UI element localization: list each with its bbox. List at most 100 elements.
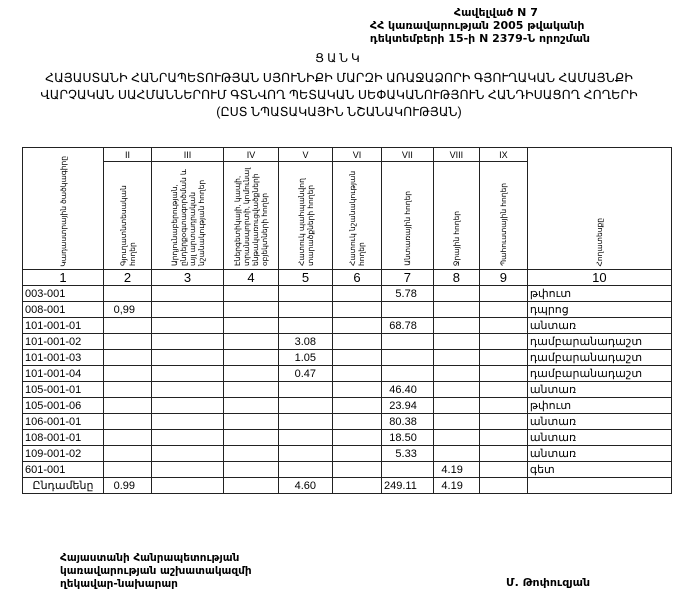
table-row: 101-001-02 3.08 դամբարանադաշտ	[22, 333, 672, 350]
table-cell	[103, 445, 152, 462]
table-row: 003-001 5.78 թփուտ	[22, 285, 672, 302]
table-cell	[478, 365, 528, 382]
total-cell: Ընդամենը	[22, 477, 104, 494]
table-cell	[151, 349, 224, 366]
table-cell	[103, 381, 152, 398]
table-cell	[278, 301, 333, 318]
table-cell	[478, 317, 528, 334]
column-number: 4	[223, 269, 279, 286]
table-cell	[381, 461, 434, 478]
table-cell: 5.78	[381, 285, 434, 302]
column-number: 6	[332, 269, 382, 286]
header-row: Գյուղատնտեսական հողեր Արդյունաբերության, …	[23, 161, 672, 270]
table-cell	[478, 413, 528, 430]
roman-cell: IX	[478, 147, 528, 162]
header-cell: Ջրային հողեր	[432, 161, 480, 270]
table-cell	[432, 381, 480, 398]
table-cell	[478, 381, 528, 398]
table-cell	[151, 301, 224, 318]
column-number: 9	[478, 269, 528, 286]
roman-cell: VII	[381, 147, 434, 162]
table-cell: 105-001-01	[22, 381, 104, 398]
header-cell: Անտառային հողեր	[381, 161, 434, 270]
table-cell	[432, 333, 480, 350]
table-cell	[332, 333, 382, 350]
table-cell	[278, 461, 333, 478]
table-row: 105-001-06 23.94 թփուտ	[22, 397, 672, 414]
table-cell	[381, 349, 434, 366]
table-cell	[151, 429, 224, 446]
table-cell	[432, 445, 480, 462]
table-cell	[223, 461, 279, 478]
table-cell	[151, 397, 224, 414]
table-row: 109-001-02 5.33 անտառ	[22, 445, 672, 462]
table-cell: 101-001-04	[22, 365, 104, 382]
table-cell	[103, 461, 152, 478]
roman-cell: V	[278, 147, 333, 162]
table-cell: անտառ	[526, 381, 672, 398]
table-row: 101-001-01 68.78 անտառ	[22, 317, 672, 334]
header-cell: Գյուղատնտեսական հողեր	[103, 161, 152, 270]
table-row: 108-001-01 18.50 անտառ	[22, 429, 672, 446]
column-number: 1	[22, 269, 104, 286]
table-cell: անտառ	[526, 429, 672, 446]
signatory-name: Մ. Թոփուզյան	[506, 576, 591, 589]
table-cell	[478, 333, 528, 350]
table-cell: 101-001-01	[22, 317, 104, 334]
table-cell	[332, 317, 382, 334]
roman-cell: VIII	[432, 147, 480, 162]
column-number: 3	[151, 269, 224, 286]
table-cell	[332, 285, 382, 302]
table-cell	[223, 317, 279, 334]
header-cell: Հատուկ նշանակության հողեր	[332, 161, 382, 270]
header-label: Գյուղատնտեսական հողեր	[118, 185, 137, 266]
table-row: 101-001-03 1.05 դամբարանադաշտ	[22, 349, 672, 366]
table-cell	[381, 333, 434, 350]
table-cell	[223, 397, 279, 414]
total-cell	[223, 477, 279, 494]
column-number: 10	[526, 269, 672, 286]
table-cell	[151, 381, 224, 398]
total-cell: 4.19	[432, 477, 480, 494]
table-cell	[278, 381, 333, 398]
table-cell: 18.50	[381, 429, 434, 446]
table-cell: 601-001	[22, 461, 104, 478]
header-cell: Հատուկ պահպանվող տարածքների հողեր	[278, 161, 333, 270]
table-cell: 101-001-02	[22, 333, 104, 350]
table-cell: 0.47	[278, 365, 333, 382]
table-cell: անտառ	[526, 317, 672, 334]
column-number: 2	[103, 269, 152, 286]
table-cell	[103, 333, 152, 350]
table-cell	[381, 301, 434, 318]
table-cell	[151, 461, 224, 478]
header-label: Հատուկ նշանակության հողեր	[348, 170, 366, 266]
table-cell: 5.33	[381, 445, 434, 462]
table-cell	[332, 301, 382, 318]
column-number: 5	[278, 269, 333, 286]
table-cell: 101-001-03	[22, 349, 104, 366]
table-cell	[432, 365, 480, 382]
table-cell: 68.78	[381, 317, 434, 334]
table-cell	[332, 445, 382, 462]
total-cell: 4.60	[278, 477, 333, 494]
table-cell	[103, 397, 152, 414]
table-cell: դամբարանադաշտ	[526, 365, 672, 382]
table-cell	[278, 429, 333, 446]
table-cell	[151, 445, 224, 462]
total-row: Ընդամենը 0.99 4.60 249.11 4.19	[22, 477, 672, 494]
table-cell: գետ	[526, 461, 672, 478]
table-cell: 109-001-02	[22, 445, 104, 462]
table-cell	[103, 349, 152, 366]
table-cell: 3.08	[278, 333, 333, 350]
header-label: Արդյունաբերության, ընդերքօգտագործման և ա…	[169, 169, 206, 266]
table-cell	[151, 413, 224, 430]
table-cell	[432, 317, 480, 334]
table-row: 105-001-01 46.40 անտառ	[22, 381, 672, 398]
table-cell	[278, 397, 333, 414]
table-cell	[223, 381, 279, 398]
table-cell	[103, 285, 152, 302]
header-cell: Պահուստային հողեր	[478, 161, 528, 270]
header-cell: Արդյունաբերության, ընդերքօգտագործման և ա…	[151, 161, 224, 270]
table-cell	[432, 397, 480, 414]
